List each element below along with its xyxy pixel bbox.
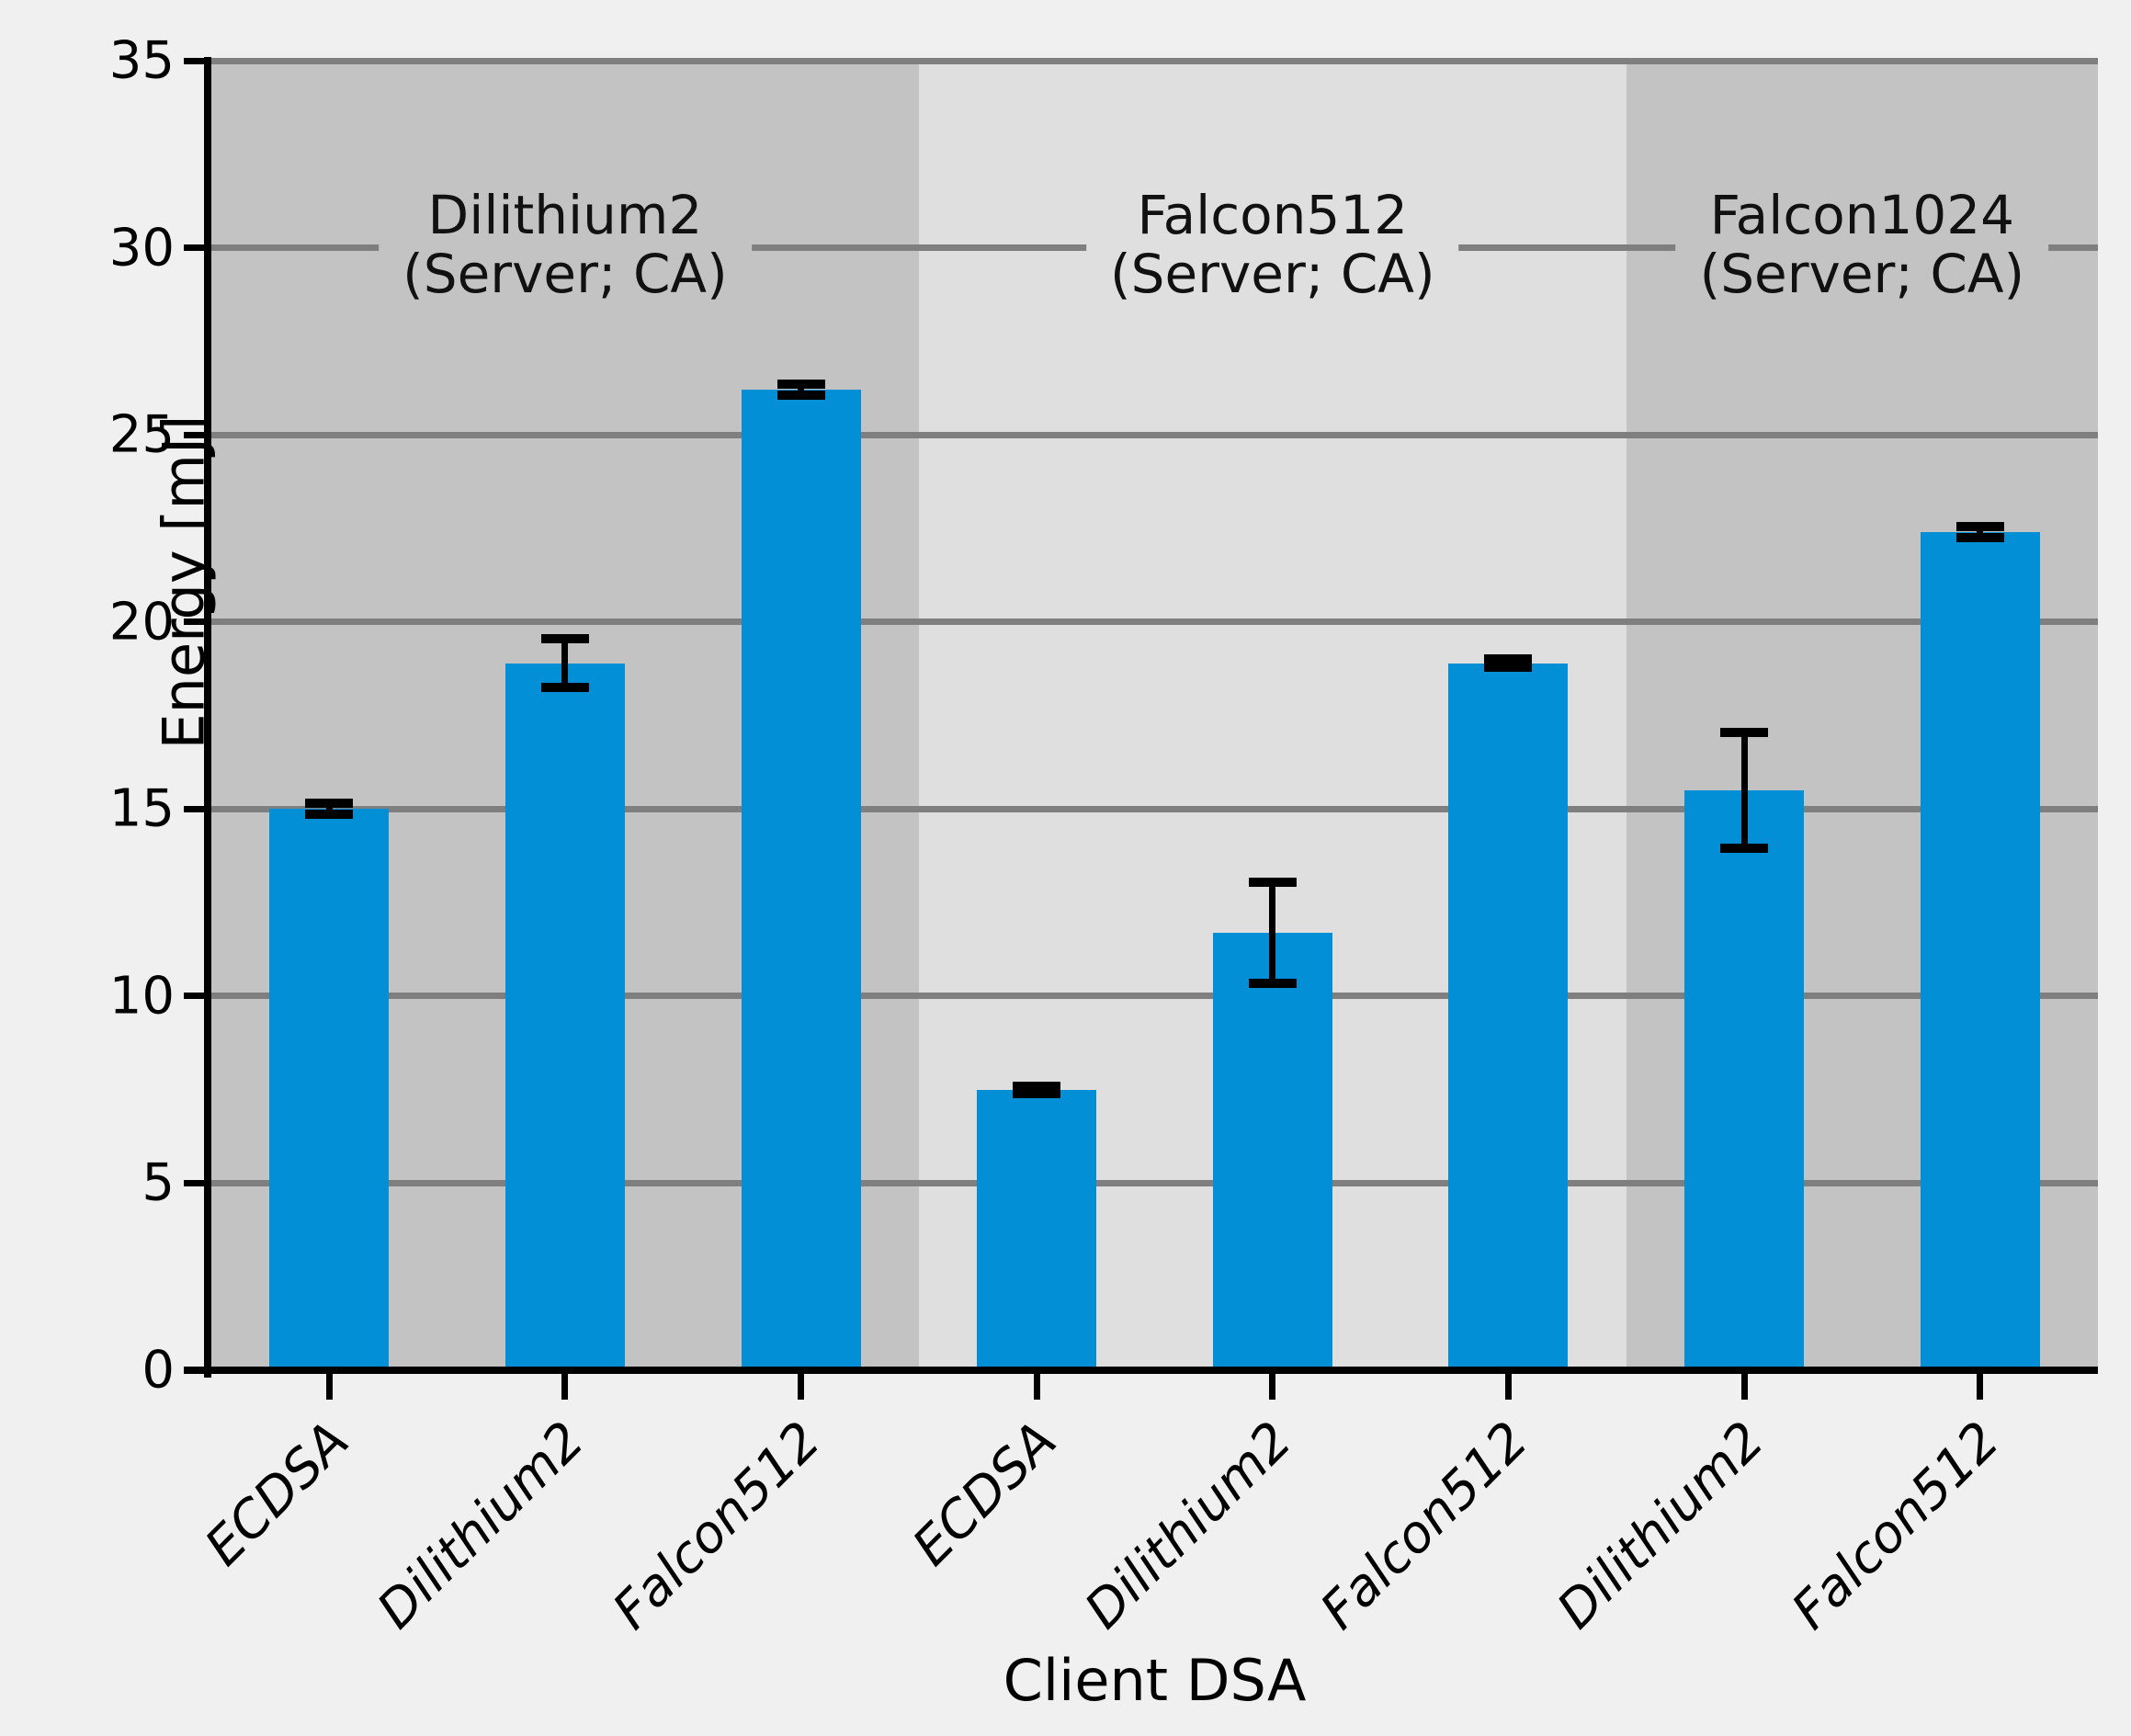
x-tick-label-5: Falcon512 [1309,1411,1540,1641]
grid-line-y15 [211,805,2098,812]
x-axis-title: Client DSA [1003,1647,1307,1714]
y-tick-label-30: 30 [108,218,175,278]
group-title-dilithium2: Dilithium2 (Server; CA) [379,179,752,309]
grid-line-y5 [211,1179,2098,1186]
group-title-line2: (Server; CA) [402,242,728,305]
bar-dilithium2-4 [1212,932,1332,1370]
group-title-falcon512: Falcon512 (Server; CA) [1086,179,1459,309]
error-bar [1269,881,1276,983]
x-tick [1033,1370,1040,1400]
group-title-falcon1024: Falcon1024 (Server; CA) [1675,179,2049,309]
y-tick-label-10: 10 [108,966,175,1027]
grid-line-y20 [211,618,2098,626]
x-tick [798,1370,805,1400]
bar-falcon512-5 [1448,663,1569,1370]
y-tick-label-5: 5 [142,1152,175,1213]
y-axis-spine [204,57,211,1378]
y-tick-label-20: 20 [108,592,175,652]
bar-ecdsa-0 [269,809,390,1370]
y-tick-label-0: 0 [142,1340,175,1401]
error-bar-cap-bottom [1248,978,1297,988]
x-tick-label-3: ECDSA [901,1411,1069,1578]
error-bar [561,639,569,687]
x-tick-label-0: ECDSA [193,1411,361,1578]
x-tick-label-2: Falcon512 [601,1411,833,1641]
group-title-line1: Falcon1024 [1709,183,2015,246]
error-bar-cap-bottom [1013,1088,1061,1098]
error-bar-cap-top [1955,521,2004,531]
group-title-line1: Falcon512 [1137,183,1409,246]
group-title-line2: (Server; CA) [1110,242,1435,305]
y-tick [184,244,211,252]
grid-line-y25 [211,431,2098,438]
x-tick [1504,1370,1512,1400]
error-bar-cap-bottom [305,810,354,820]
error-bar-cap-bottom [1484,663,1533,673]
error-bar-cap-top [776,380,825,390]
y-tick-label-25: 25 [108,404,175,465]
x-tick-label-4: Dilithium2 [1073,1411,1304,1640]
y-tick [184,805,211,812]
x-tick [561,1370,569,1400]
error-bar-cap-top [1720,727,1769,737]
x-tick-label-6: Dilithium2 [1546,1411,1776,1640]
bar-ecdsa-3 [977,1089,1097,1370]
group-title-line2: (Server; CA) [1699,242,2025,305]
y-tick [184,618,211,626]
grid-line-y10 [211,993,2098,1000]
x-tick [1977,1370,1984,1400]
error-bar [1740,732,1748,849]
group-title-line1: Dilithium2 [427,183,703,246]
error-bar-cap-top [1013,1081,1061,1091]
error-bar [1977,526,1984,539]
bar-dilithium2-6 [1684,789,1805,1370]
error-bar-cap-top [305,799,354,809]
error-bar-cap-bottom [1720,844,1769,854]
x-tick [1740,1370,1748,1400]
error-bar-cap-bottom [540,682,589,692]
x-tick-label-7: Falcon512 [1780,1411,2012,1641]
y-tick [184,431,211,438]
bar-dilithium2-1 [504,663,625,1370]
error-bar-cap-bottom [1955,533,2004,543]
error-bar-cap-bottom [776,391,825,401]
x-tick-label-1: Dilithium2 [366,1411,596,1640]
error-bar [325,803,333,815]
bar-falcon512-7 [1920,532,2040,1370]
error-bar-cap-top [1484,653,1533,664]
y-tick [184,993,211,1000]
y-tick-label-15: 15 [108,778,175,839]
x-axis-spine [184,1367,2098,1374]
x-tick [325,1370,333,1400]
y-tick-label-35: 35 [108,30,175,91]
error-bar-cap-top [540,634,589,644]
y-tick [184,57,211,64]
error-bar-cap-top [1248,877,1297,887]
bar-falcon512-2 [741,390,861,1370]
y-tick [184,1179,211,1186]
error-bar [798,384,805,396]
grid-line-y35 [211,57,2098,64]
x-tick [1269,1370,1276,1400]
